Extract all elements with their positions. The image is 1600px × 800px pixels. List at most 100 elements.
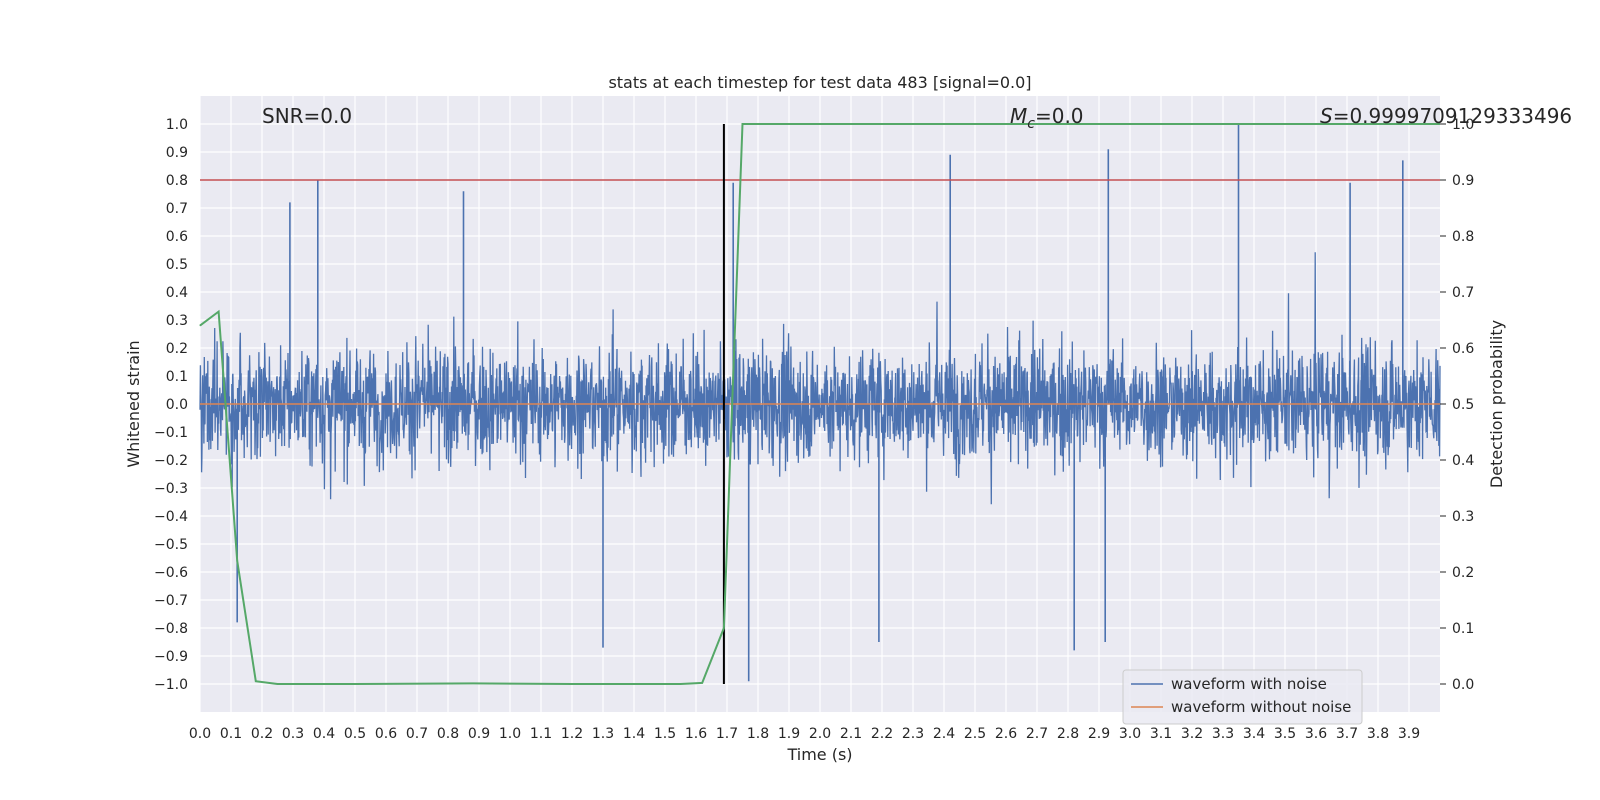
x-tick-label: 3.7 bbox=[1336, 726, 1358, 742]
y-right-tick-label: 0.0 bbox=[1452, 677, 1474, 693]
x-tick-label: 2.1 bbox=[840, 726, 862, 742]
legend-label-without-noise: waveform without noise bbox=[1171, 698, 1351, 716]
y-right-tick-label: 0.6 bbox=[1452, 341, 1474, 357]
y-left-tick-label: 0.7 bbox=[166, 201, 188, 217]
legend: waveform with noise waveform without noi… bbox=[1122, 669, 1363, 725]
y-right-axis-label: Detection probability bbox=[1487, 320, 1506, 488]
y-left-tick-label: 0.8 bbox=[166, 173, 188, 189]
y-left-tick-label: −0.4 bbox=[154, 509, 188, 525]
x-tick-label: 1.3 bbox=[592, 726, 614, 742]
x-tick-label: 0.6 bbox=[375, 726, 397, 742]
x-tick-label: 3.2 bbox=[1181, 726, 1203, 742]
snr-annotation: SNR=0.0 bbox=[262, 104, 352, 128]
legend-label-with-noise: waveform with noise bbox=[1171, 675, 1327, 693]
x-tick-label: 3.8 bbox=[1367, 726, 1389, 742]
x-tick-label: 0.0 bbox=[189, 726, 211, 742]
x-tick-label: 3.4 bbox=[1243, 726, 1265, 742]
s-value: =0.9999709129333496 bbox=[1333, 104, 1572, 128]
x-tick-label: 2.4 bbox=[933, 726, 955, 742]
x-axis-label: Time (s) bbox=[786, 745, 852, 764]
probability-point bbox=[277, 683, 278, 685]
x-axis-ticks: 0.0 0.1 0.2 0.3 0.4 0.5 0.6 0.7 0.8 0.9 1.0 1.1 1.2 1… bbox=[189, 726, 1420, 742]
x-tick-label: 0.1 bbox=[220, 726, 242, 742]
mc-annotation: Mc=0.0 bbox=[1010, 104, 1084, 132]
x-tick-label: 0.4 bbox=[313, 726, 335, 742]
probability-point bbox=[723, 627, 725, 629]
x-tick-label: 1.5 bbox=[654, 726, 676, 742]
y-left-tick-label: −1.0 bbox=[154, 677, 188, 693]
y-left-tick-label: 0.4 bbox=[166, 285, 188, 301]
series-line-with-noise bbox=[199, 252, 1441, 505]
x-tick-label: 1.9 bbox=[778, 726, 800, 742]
x-tick-label: 2.7 bbox=[1026, 726, 1048, 742]
y-left-tick-label: 0.5 bbox=[166, 257, 188, 273]
x-tick-label: 3.6 bbox=[1305, 726, 1327, 742]
x-tick-label: 1.4 bbox=[623, 726, 645, 742]
y-left-tick-label: −0.6 bbox=[154, 565, 188, 581]
probability-points bbox=[199, 123, 1441, 685]
mc-symbol: M bbox=[1010, 104, 1027, 128]
chart-title: stats at each timestep for test data 483… bbox=[608, 73, 1031, 92]
y-left-tick-label: 0.1 bbox=[166, 369, 188, 385]
y-right-tick-label: 0.3 bbox=[1452, 509, 1474, 525]
x-tick-label: 3.9 bbox=[1398, 726, 1420, 742]
y-left-tick-label: 0.6 bbox=[166, 229, 188, 245]
x-tick-label: 1.1 bbox=[530, 726, 552, 742]
y-left-tick-label: −0.2 bbox=[154, 453, 188, 469]
y-right-tick-label: 1.0 bbox=[1452, 117, 1474, 133]
y-right-tick-label: 0.8 bbox=[1452, 229, 1474, 245]
legend-box bbox=[1122, 669, 1363, 725]
y-left-tick-label: −0.7 bbox=[154, 593, 188, 609]
probability-point bbox=[255, 680, 257, 682]
y-right-tick-label: 0.5 bbox=[1452, 397, 1474, 413]
y-left-tick-label: −0.9 bbox=[154, 649, 188, 665]
probability-point bbox=[680, 683, 681, 685]
noise-peaks bbox=[236, 124, 1404, 682]
probability-point bbox=[236, 560, 238, 562]
y-left-axis-label: Whitened strain bbox=[124, 340, 143, 467]
y-left-tick-label: −0.8 bbox=[154, 621, 188, 637]
x-tick-label: 0.2 bbox=[251, 726, 273, 742]
y-right-tick-label: 0.9 bbox=[1452, 173, 1474, 189]
y-right-tick-label: 0.2 bbox=[1452, 565, 1474, 581]
x-tick-label: 2.0 bbox=[809, 726, 831, 742]
x-tick-label: 0.7 bbox=[406, 726, 428, 742]
x-tick-label: 3.0 bbox=[1119, 726, 1141, 742]
y-left-tick-label: −0.5 bbox=[154, 537, 188, 553]
x-tick-label: 3.1 bbox=[1150, 726, 1172, 742]
y-left-tick-label: −0.1 bbox=[154, 425, 188, 441]
s-symbol: S bbox=[1320, 104, 1333, 128]
x-tick-label: 2.9 bbox=[1088, 726, 1110, 742]
y-left-tick-label: 1.0 bbox=[166, 117, 188, 133]
x-tick-label: 2.8 bbox=[1057, 726, 1079, 742]
y-left-tick-label: 0.9 bbox=[166, 145, 188, 161]
x-tick-label: 2.2 bbox=[871, 726, 893, 742]
y-right-tick-label: 0.1 bbox=[1452, 621, 1474, 637]
y-left-tick-label: 0.2 bbox=[166, 341, 188, 357]
x-tick-label: 0.3 bbox=[282, 726, 304, 742]
noise-series bbox=[199, 252, 1441, 505]
x-tick-label: 0.5 bbox=[344, 726, 366, 742]
y-right-tick-label: 0.7 bbox=[1452, 285, 1474, 301]
x-tick-label: 1.2 bbox=[561, 726, 583, 742]
x-tick-label: 1.8 bbox=[747, 726, 769, 742]
x-tick-label: 0.9 bbox=[468, 726, 490, 742]
probability-point bbox=[571, 683, 573, 685]
y-left-tick-label: 0.0 bbox=[166, 397, 188, 413]
x-tick-label: 2.5 bbox=[964, 726, 986, 742]
probability-point bbox=[701, 682, 703, 684]
s-annotation: S=0.9999709129333496 bbox=[1320, 104, 1572, 128]
y-left-tick-label: −0.3 bbox=[154, 481, 188, 497]
x-tick-label: 1.7 bbox=[716, 726, 738, 742]
x-tick-label: 2.6 bbox=[995, 726, 1017, 742]
probability-point bbox=[742, 123, 743, 125]
y-right-axis-ticks: 1.0 0.9 0.8 0.7 0.6 0.5 0.4 0.3 0.2 0.1 0.0 bbox=[1440, 117, 1474, 693]
x-tick-label: 1.6 bbox=[685, 726, 707, 742]
x-tick-label: 1.0 bbox=[499, 726, 521, 742]
y-left-tick-label: 0.3 bbox=[166, 313, 188, 329]
y-left-axis-ticks: 1.0 0.9 0.8 0.7 0.6 0.5 0.4 0.3 0.2 0.1 0.0 −0.1 −0.… bbox=[154, 117, 188, 693]
x-tick-label: 3.3 bbox=[1212, 726, 1234, 742]
probability-point bbox=[354, 683, 356, 685]
probability-point bbox=[218, 311, 220, 313]
